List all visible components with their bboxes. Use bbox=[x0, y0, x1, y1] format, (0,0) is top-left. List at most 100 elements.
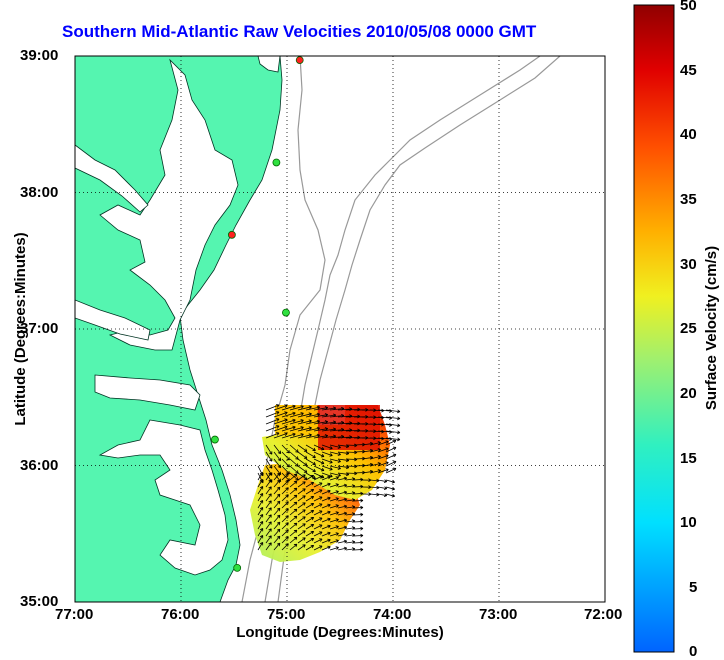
velocity-vector bbox=[305, 516, 315, 523]
velocity-vector bbox=[313, 496, 323, 502]
velocity-vector bbox=[345, 533, 356, 537]
velocity-vector bbox=[329, 465, 341, 470]
velocity-vector bbox=[329, 451, 341, 456]
velocity-vector bbox=[321, 510, 331, 516]
colorbar-tick-label: 30 bbox=[680, 256, 697, 273]
velocity-vector bbox=[329, 472, 341, 477]
velocity-vector bbox=[297, 419, 312, 425]
river-potomac bbox=[75, 144, 149, 213]
velocity-vector bbox=[257, 527, 264, 537]
velocity-vector bbox=[281, 494, 289, 502]
velocity-vector bbox=[265, 451, 273, 462]
colorbar bbox=[633, 4, 675, 653]
velocity-vector bbox=[385, 409, 401, 414]
velocity-vector bbox=[313, 517, 323, 523]
radar-station-marker bbox=[227, 230, 236, 239]
radar-stations bbox=[211, 56, 304, 572]
velocity-vector bbox=[313, 482, 323, 488]
velocity-vector bbox=[281, 418, 296, 425]
velocity-vector bbox=[265, 507, 272, 516]
x-tick-label: 74:00 bbox=[373, 606, 412, 623]
velocity-vector bbox=[353, 547, 364, 552]
y-tick-label: 38:00 bbox=[20, 184, 59, 201]
velocity-vector bbox=[289, 522, 298, 530]
velocity-vector bbox=[297, 433, 312, 439]
velocity-vector bbox=[305, 426, 320, 432]
velocity-vector bbox=[265, 444, 273, 455]
velocity-vector bbox=[345, 491, 356, 495]
velocity-vector bbox=[257, 492, 264, 502]
velocity-vector bbox=[257, 499, 264, 509]
velocity-vector bbox=[369, 485, 380, 490]
velocity-vector bbox=[297, 537, 306, 544]
velocity-vector bbox=[305, 523, 315, 530]
velocity-vector bbox=[337, 525, 348, 530]
velocity-vector bbox=[273, 404, 288, 411]
velocity-vector bbox=[289, 473, 298, 481]
velocity-vector bbox=[321, 545, 331, 551]
velocity-vector bbox=[297, 465, 308, 473]
velocity-vector bbox=[257, 520, 264, 530]
velocity-vector bbox=[257, 513, 264, 523]
velocity-vector bbox=[265, 500, 272, 509]
velocity-vector bbox=[305, 465, 316, 472]
x-axis-label: Longitude (Degrees:Minutes) bbox=[236, 624, 444, 641]
velocity-vector bbox=[265, 404, 280, 411]
radar-station-marker bbox=[295, 56, 304, 64]
x-tick-label: 75:00 bbox=[267, 606, 306, 623]
velocity-vector bbox=[345, 512, 356, 516]
velocity-vector bbox=[289, 494, 298, 502]
velocity-vector bbox=[353, 526, 364, 531]
velocity-vector bbox=[329, 504, 339, 509]
river-james bbox=[75, 299, 151, 341]
velocity-vector bbox=[257, 541, 264, 551]
velocity-vector bbox=[265, 432, 280, 439]
velocity-vector bbox=[265, 486, 272, 495]
velocity-vector bbox=[313, 465, 325, 472]
velocity-vector bbox=[289, 419, 304, 425]
velocity-vector bbox=[337, 490, 348, 495]
velocity-vector bbox=[313, 475, 323, 481]
colorbar-tick-label: 50 bbox=[680, 0, 697, 14]
y-tick-label: 35:00 bbox=[20, 593, 59, 610]
velocity-vector bbox=[289, 444, 299, 453]
velocity-vector bbox=[289, 451, 299, 460]
velocity-vector bbox=[273, 472, 281, 481]
velocity-vector bbox=[273, 521, 281, 530]
velocity-vector bbox=[337, 546, 348, 551]
radar-station-marker bbox=[282, 308, 290, 317]
velocity-vector bbox=[313, 503, 323, 509]
velocity-vector bbox=[321, 458, 333, 464]
velocity-vector bbox=[305, 509, 315, 516]
colorbar-tick-label: 5 bbox=[689, 579, 698, 596]
velocity-vector bbox=[281, 473, 289, 481]
velocity-vector bbox=[369, 441, 381, 446]
velocity-vector bbox=[273, 458, 282, 469]
y-tick-label: 39:00 bbox=[20, 47, 59, 64]
velocity-vector bbox=[305, 474, 315, 481]
velocity-vector bbox=[313, 472, 325, 479]
velocity-vector bbox=[337, 497, 348, 502]
velocity-vector bbox=[297, 530, 306, 537]
velocity-vector bbox=[345, 505, 356, 509]
colorbar-tick-label: 45 bbox=[680, 62, 697, 79]
velocity-vector bbox=[289, 515, 298, 523]
velocity-vector bbox=[305, 419, 320, 425]
velocity-vector bbox=[273, 479, 281, 488]
velocity-vector bbox=[265, 479, 272, 488]
velocity-vector bbox=[297, 426, 312, 432]
y-tick-label: 37:00 bbox=[20, 320, 59, 337]
velocity-vector bbox=[321, 531, 331, 537]
velocity-vector bbox=[265, 472, 272, 481]
velocity-vector bbox=[297, 444, 308, 452]
velocity-vector bbox=[289, 536, 298, 544]
velocity-vector bbox=[281, 411, 296, 418]
velocity-vector bbox=[265, 535, 272, 544]
velocity-vector bbox=[313, 531, 323, 537]
x-tick-label: 77:00 bbox=[55, 606, 94, 623]
velocity-vector bbox=[297, 481, 306, 488]
velocity-vector bbox=[353, 533, 364, 538]
velocity-vector bbox=[377, 486, 388, 491]
velocity-vector bbox=[377, 454, 389, 460]
velocity-vector bbox=[289, 529, 298, 537]
